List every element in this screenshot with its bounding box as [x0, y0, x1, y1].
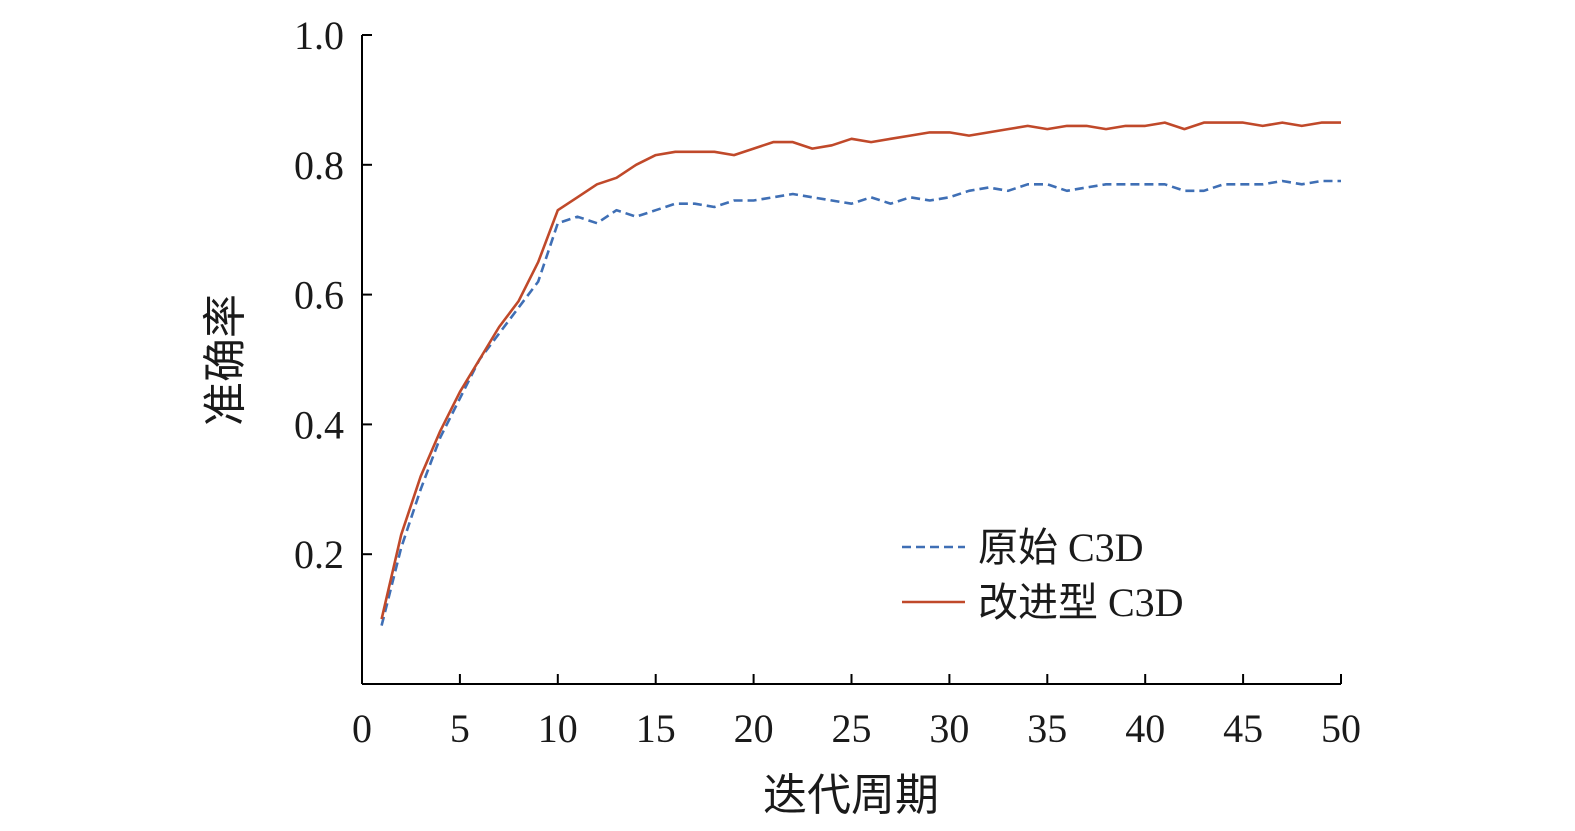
- series-line-1: [380, 179, 1341, 626]
- x-tick-label: 45: [1223, 706, 1263, 751]
- y-axis-ticks: 0.2 0.4 0.6 0.8 1.0: [294, 13, 372, 577]
- y-tick-label: 0.8: [294, 143, 344, 188]
- x-tick-label: 10: [538, 706, 578, 751]
- x-tick-label: 30: [929, 706, 969, 751]
- y-tick-label: 0.2: [294, 532, 344, 577]
- x-tick-label: 25: [832, 706, 872, 751]
- x-axis-ticks: 0 5 10 15 20 25 30 35 40 45 50: [352, 674, 1361, 751]
- x-tick-label: 0: [352, 706, 372, 751]
- x-tick-label: 40: [1125, 706, 1165, 751]
- y-tick-label: 0.4: [294, 402, 344, 447]
- x-tick-label: 35: [1027, 706, 1067, 751]
- legend-label-1: 原始 C3D: [978, 525, 1144, 570]
- y-tick-label: 0.6: [294, 273, 344, 318]
- x-tick-label: 5: [450, 706, 470, 751]
- x-tick-label: 50: [1321, 706, 1361, 751]
- y-axis-label: 准确率: [201, 294, 250, 426]
- plot-area: [380, 121, 1341, 626]
- legend-label-2: 改进型 C3D: [978, 580, 1184, 625]
- legend: 原始 C3D 改进型 C3D: [902, 525, 1184, 625]
- series-line-2: [380, 121, 1341, 620]
- y-tick-label: 1.0: [294, 13, 344, 58]
- x-tick-label: 20: [734, 706, 774, 751]
- x-tick-label: 15: [636, 706, 676, 751]
- x-axis-label: 迭代周期: [763, 771, 939, 820]
